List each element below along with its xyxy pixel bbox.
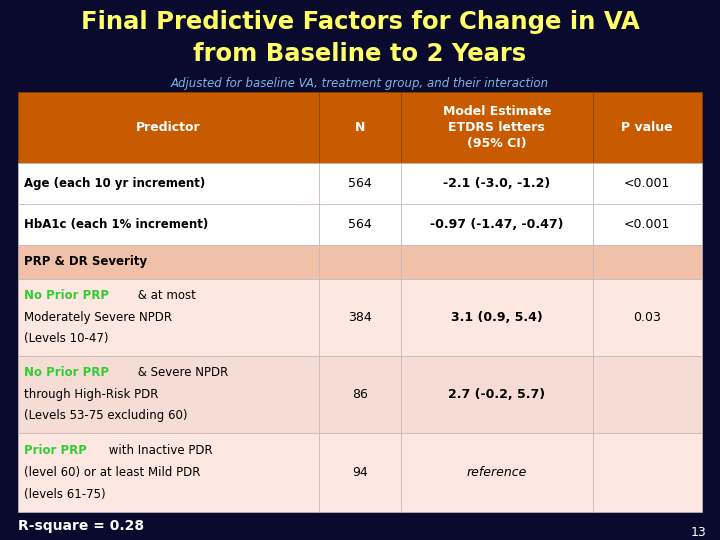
Text: Adjusted for baseline VA, treatment group, and their interaction: Adjusted for baseline VA, treatment grou… [171, 77, 549, 90]
Bar [401, 163, 593, 204]
Text: 0.03: 0.03 [634, 310, 661, 323]
Bar [18, 356, 319, 433]
Text: Final Predictive Factors for Change in VA: Final Predictive Factors for Change in V… [81, 10, 639, 34]
Text: N: N [355, 121, 365, 134]
Bar [593, 163, 702, 204]
Bar [319, 279, 401, 356]
Bar [593, 92, 702, 163]
Text: HbA1c (each 1% increment): HbA1c (each 1% increment) [24, 218, 208, 231]
Text: (Levels 53-75 excluding 60): (Levels 53-75 excluding 60) [24, 409, 187, 422]
Bar [18, 163, 319, 204]
Text: <0.001: <0.001 [624, 218, 670, 231]
Text: PRP & DR Severity: PRP & DR Severity [24, 255, 147, 268]
Text: 2.7 (-0.2, 5.7): 2.7 (-0.2, 5.7) [449, 388, 545, 401]
Text: P value: P value [621, 121, 673, 134]
Text: Model Estimate
ETDRS letters
(95% CI): Model Estimate ETDRS letters (95% CI) [443, 105, 551, 150]
Bar [401, 279, 593, 356]
Bar [401, 356, 593, 433]
Text: (Levels 10-47): (Levels 10-47) [24, 332, 109, 345]
Text: & Severe NPDR: & Severe NPDR [134, 366, 228, 379]
Text: 564: 564 [348, 177, 372, 190]
Text: No Prior PRP: No Prior PRP [24, 289, 109, 302]
Bar [593, 245, 702, 279]
Bar [319, 163, 401, 204]
Text: Moderately Severe NPDR: Moderately Severe NPDR [24, 310, 172, 323]
Text: with Inactive PDR: with Inactive PDR [105, 444, 212, 457]
Text: -0.97 (-1.47, -0.47): -0.97 (-1.47, -0.47) [430, 218, 564, 231]
Bar [18, 92, 319, 163]
Bar [593, 433, 702, 512]
Bar [401, 433, 593, 512]
Bar [319, 92, 401, 163]
Text: 13: 13 [690, 525, 706, 538]
Text: 384: 384 [348, 310, 372, 323]
Text: 3.1 (0.9, 5.4): 3.1 (0.9, 5.4) [451, 310, 543, 323]
Text: 86: 86 [352, 388, 368, 401]
Bar [18, 245, 319, 279]
Text: Predictor: Predictor [136, 121, 201, 134]
Bar [18, 279, 319, 356]
Text: R-square = 0.28: R-square = 0.28 [18, 519, 144, 533]
Text: Prior PRP: Prior PRP [24, 444, 87, 457]
Bar [401, 245, 593, 279]
Text: through High-Risk PDR: through High-Risk PDR [24, 388, 158, 401]
Text: No Prior PRP: No Prior PRP [24, 366, 109, 379]
Text: 94: 94 [352, 466, 368, 479]
Bar [401, 92, 593, 163]
Bar [401, 204, 593, 245]
Bar [593, 279, 702, 356]
Text: & at most: & at most [134, 289, 196, 302]
Text: (level 60) or at least Mild PDR: (level 60) or at least Mild PDR [24, 466, 200, 479]
Bar [18, 433, 319, 512]
Bar [593, 204, 702, 245]
Bar [319, 433, 401, 512]
Bar [319, 245, 401, 279]
Text: <0.001: <0.001 [624, 177, 670, 190]
Bar [593, 356, 702, 433]
Text: 564: 564 [348, 218, 372, 231]
Text: Age (each 10 yr increment): Age (each 10 yr increment) [24, 177, 205, 190]
Text: (levels 61-75): (levels 61-75) [24, 488, 106, 501]
Text: -2.1 (-3.0, -1.2): -2.1 (-3.0, -1.2) [444, 177, 550, 190]
Bar [18, 204, 319, 245]
Bar [319, 356, 401, 433]
Text: reference: reference [467, 466, 527, 479]
Bar [319, 204, 401, 245]
Text: from Baseline to 2 Years: from Baseline to 2 Years [194, 42, 526, 66]
